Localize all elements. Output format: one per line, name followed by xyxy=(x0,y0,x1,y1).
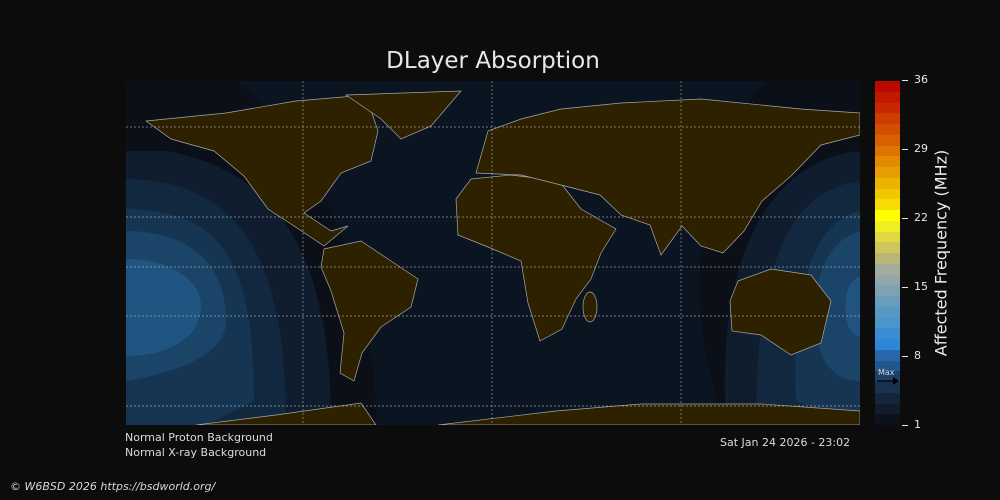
colorbar-band xyxy=(875,145,900,157)
timestamp: Sat Jan 24 2026 - 23:02 xyxy=(720,436,851,449)
proton-status: Normal Proton Background xyxy=(125,431,273,444)
colorbar-band xyxy=(875,317,900,329)
colorbar-band xyxy=(875,382,900,393)
colorbar-band xyxy=(875,371,900,382)
colorbar-band xyxy=(875,231,900,243)
colorbar-band xyxy=(875,167,900,178)
colorbar-band xyxy=(875,102,900,114)
colorbar-band xyxy=(875,210,900,221)
colorbar-band xyxy=(875,403,900,415)
colorbar-band xyxy=(875,91,900,103)
antarctica xyxy=(195,402,860,425)
colorbar-band xyxy=(875,274,900,286)
colorbar-band xyxy=(875,124,900,135)
absorption-contours-left xyxy=(126,151,331,425)
greenland xyxy=(344,90,462,140)
colorbar-band xyxy=(875,285,900,296)
colorbar-band xyxy=(875,156,900,167)
colorbar-tick: 1 xyxy=(902,419,921,431)
graticule xyxy=(126,81,860,425)
colorbar-band xyxy=(875,263,900,275)
colorbar-band xyxy=(875,134,900,146)
xray-status: Normal X-ray Background xyxy=(125,446,267,459)
world-map xyxy=(126,81,860,425)
colorbar-tick: 22 xyxy=(902,212,928,224)
colorbar-band xyxy=(875,349,900,361)
arrow-right-icon xyxy=(877,376,899,385)
colorbar-band xyxy=(875,306,900,318)
south-america xyxy=(320,240,419,382)
colorbar-band xyxy=(875,188,900,200)
colorbar-band xyxy=(875,199,900,210)
colorbar-band xyxy=(875,220,900,232)
colorbar-tick: 8 xyxy=(902,350,921,362)
colorbar-label: Affected Frequency (MHz) xyxy=(931,149,951,357)
colorbar-band xyxy=(875,392,900,404)
colorbar-band xyxy=(875,113,900,124)
madagascar xyxy=(582,291,598,323)
colorbar-band xyxy=(875,339,900,350)
colorbar-band xyxy=(875,253,900,264)
colorbar-band xyxy=(875,328,900,339)
colorbar xyxy=(875,81,900,425)
colorbar-band xyxy=(875,360,900,372)
colorbar-band xyxy=(875,414,900,425)
max-marker-label: Max xyxy=(878,367,895,377)
colorbar-tick: 29 xyxy=(902,143,928,155)
colorbar-band xyxy=(875,242,900,253)
colorbar-band xyxy=(875,81,900,92)
colorbar-band xyxy=(875,177,900,189)
continents xyxy=(145,90,860,425)
colorbar-tick: 36 xyxy=(902,74,928,86)
copyright-footer: © W6BSD 2026 https://bsdworld.org/ xyxy=(10,480,216,493)
page-title: DLayer Absorption xyxy=(386,48,600,74)
colorbar-tick: 15 xyxy=(902,281,928,293)
africa xyxy=(455,174,617,342)
colorbar-band xyxy=(875,296,900,307)
eurasia xyxy=(475,98,860,256)
